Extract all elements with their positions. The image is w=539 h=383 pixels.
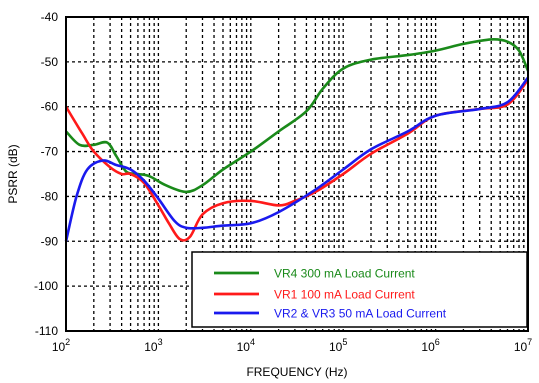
- x-tick-label: 107: [514, 337, 532, 354]
- x-tick-exponent: 3: [158, 337, 163, 347]
- y-tick-label: -100: [34, 279, 58, 293]
- y-tick-label: -50: [41, 55, 59, 69]
- y-tick-label: -40: [41, 10, 59, 24]
- y-axis-title: PSRR (dB): [6, 144, 20, 203]
- y-tick-label: -90: [41, 234, 59, 248]
- legend-box: [191, 251, 528, 328]
- x-tick-exponent: 7: [527, 337, 532, 347]
- legend-label-2: VR1 100 mA Load Current: [274, 288, 415, 302]
- legend-label-1: VR4 300 mA Load Current: [274, 267, 415, 281]
- x-tick-label: 102: [52, 337, 70, 354]
- x-tick-exponent: 4: [250, 337, 255, 347]
- x-tick-exponent: 6: [435, 337, 440, 347]
- y-tick-label: -110: [35, 324, 58, 338]
- series-lines: [64, 38, 530, 242]
- x-tick-label: 103: [144, 337, 162, 354]
- y-tick-label: -80: [41, 189, 59, 203]
- y-tick-labels: -40 -50 -60 -70 -80 -90 -100 -110: [34, 10, 58, 338]
- y-tick-label: -70: [41, 145, 59, 159]
- legend: VR4 300 mA Load Current VR1 100 mA Load C…: [191, 251, 528, 328]
- x-tick-label: 105: [329, 337, 347, 354]
- legend-label-3: VR2 & VR3 50 mA Load Current: [274, 307, 447, 321]
- grid: [66, 17, 528, 331]
- series-line-3: [64, 76, 530, 242]
- x-tick-label: 104: [237, 337, 255, 354]
- x-tick-exponent: 2: [65, 337, 70, 347]
- series-line-2: [64, 78, 530, 242]
- series-line-1: [65, 38, 530, 194]
- y-tick-label: -60: [41, 100, 59, 114]
- plot-frame: [65, 16, 529, 332]
- x-tick-label: 106: [421, 337, 439, 354]
- x-axis-title: FREQUENCY (Hz): [246, 365, 347, 379]
- x-tick-labels: 102 103 104 105 106 107: [52, 337, 532, 354]
- x-tick-exponent: 5: [342, 337, 347, 347]
